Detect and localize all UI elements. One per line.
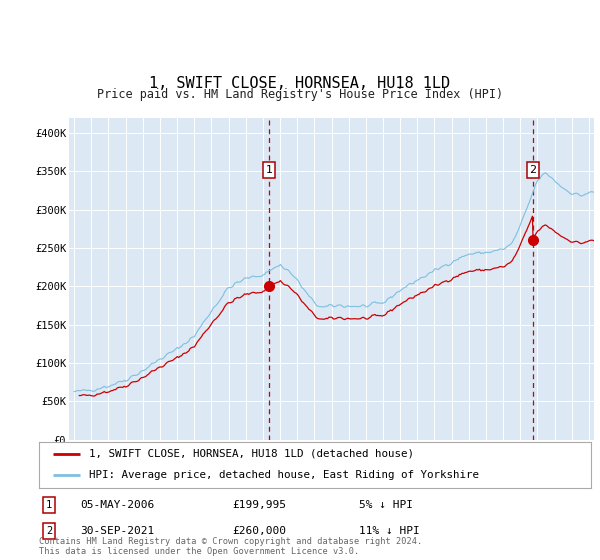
Text: 2: 2 [530, 165, 536, 175]
Text: 1, SWIFT CLOSE, HORNSEA, HU18 1LD (detached house): 1, SWIFT CLOSE, HORNSEA, HU18 1LD (detac… [89, 449, 413, 459]
Text: 11% ↓ HPI: 11% ↓ HPI [359, 526, 420, 536]
Text: 05-MAY-2006: 05-MAY-2006 [80, 500, 155, 510]
Text: 1, SWIFT CLOSE, HORNSEA, HU18 1LD: 1, SWIFT CLOSE, HORNSEA, HU18 1LD [149, 76, 451, 91]
Text: 1: 1 [266, 165, 273, 175]
Text: Price paid vs. HM Land Registry's House Price Index (HPI): Price paid vs. HM Land Registry's House … [97, 88, 503, 101]
Text: 2: 2 [46, 526, 52, 536]
Text: £260,000: £260,000 [232, 526, 286, 536]
Text: HPI: Average price, detached house, East Riding of Yorkshire: HPI: Average price, detached house, East… [89, 470, 479, 480]
Text: 1: 1 [46, 500, 52, 510]
Text: £199,995: £199,995 [232, 500, 286, 510]
Text: 30-SEP-2021: 30-SEP-2021 [80, 526, 155, 536]
Text: 5% ↓ HPI: 5% ↓ HPI [359, 500, 413, 510]
Text: Contains HM Land Registry data © Crown copyright and database right 2024.
This d: Contains HM Land Registry data © Crown c… [39, 536, 422, 556]
